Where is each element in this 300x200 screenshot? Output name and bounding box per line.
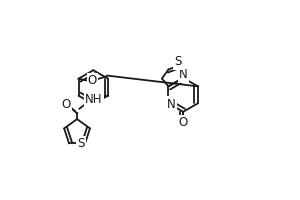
Text: NH: NH — [85, 93, 103, 106]
Text: N: N — [167, 98, 176, 111]
Text: O: O — [178, 116, 188, 129]
Text: O: O — [88, 74, 97, 87]
Text: N: N — [179, 68, 188, 81]
Text: O: O — [61, 98, 71, 111]
Text: S: S — [77, 137, 85, 150]
Text: S: S — [174, 55, 182, 68]
